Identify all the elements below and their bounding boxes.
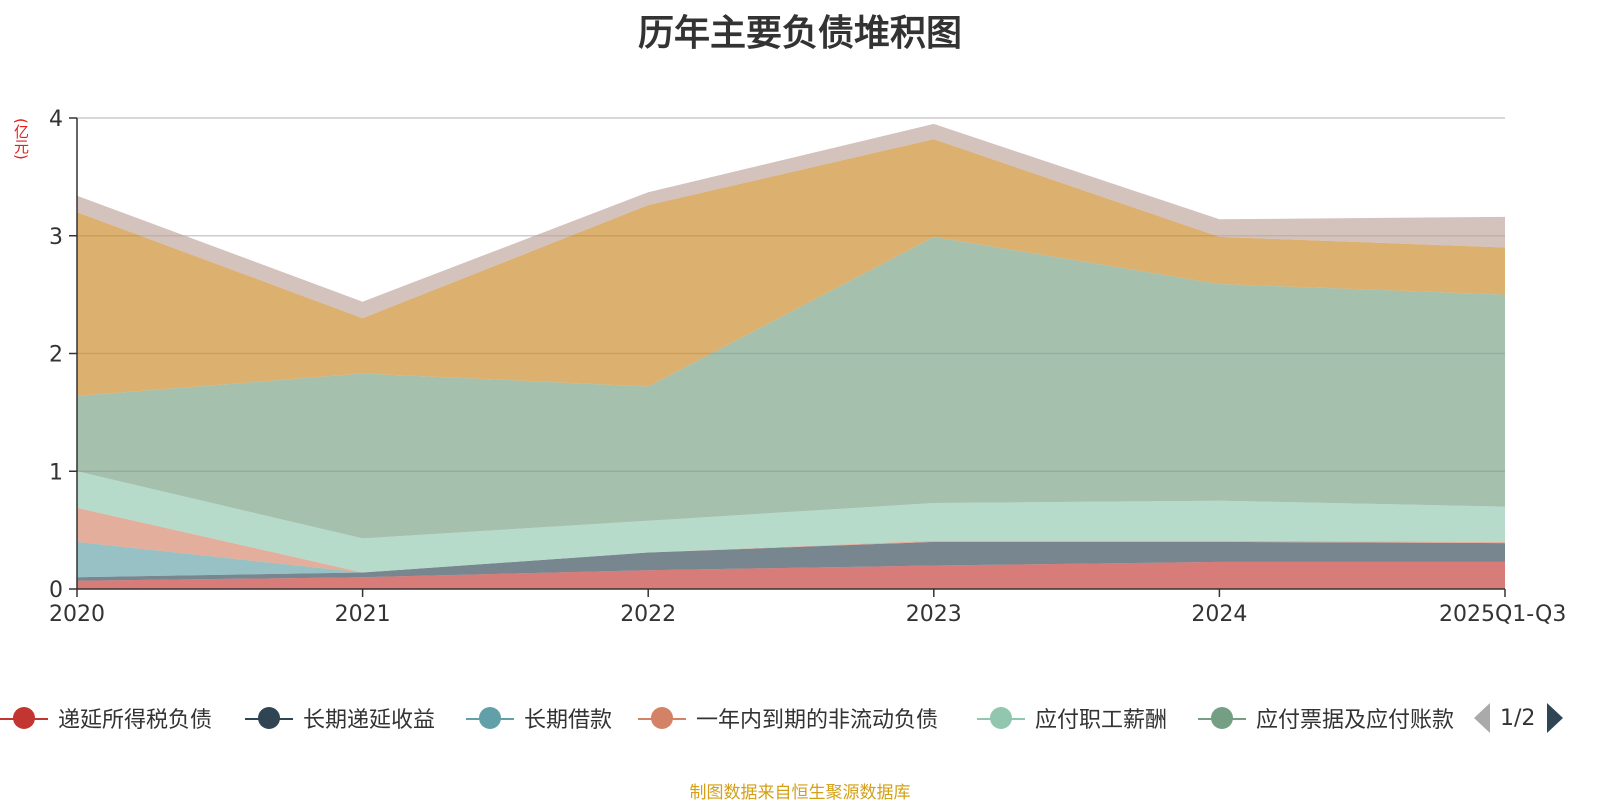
legend-marker-icon xyxy=(466,700,514,736)
legend-item[interactable]: 应付票据及应付账款 xyxy=(1198,700,1454,736)
legend-label: 长期递延收益 xyxy=(303,708,436,733)
series-area-7 xyxy=(77,139,1505,396)
series-area-2 xyxy=(77,541,1505,581)
data-source-note: 制图数据来自恒生聚源数据库 xyxy=(689,783,911,803)
x-tick-label: 2024 xyxy=(1191,602,1247,627)
series-area-3 xyxy=(77,541,1505,578)
legend-label: 应付票据及应付账款 xyxy=(1256,708,1455,733)
legend-next-page-icon[interactable] xyxy=(1547,703,1564,733)
legend-marker-icon xyxy=(0,700,48,736)
legend-item[interactable]: 一年内到期的非流动负债 xyxy=(638,700,938,736)
legend-items: 递延所得税负债 长期递延收益 长期借款 一年内到期的非流动负债 应付职工薪酬 应付票据及应… xyxy=(0,700,1478,736)
legend-marker-icon xyxy=(245,700,293,736)
x-tick-label: 2020 xyxy=(49,602,105,627)
series-area-8 xyxy=(77,123,1505,319)
y-tick-label: 3 xyxy=(49,225,63,250)
x-tick-label: 2025Q1-Q3 xyxy=(1439,602,1566,627)
legend-marker-icon xyxy=(1198,700,1246,736)
series-area-1 xyxy=(77,561,1505,589)
series-area-5 xyxy=(77,471,1505,573)
stacked-areas xyxy=(77,123,1505,589)
legend-marker-icon xyxy=(638,700,686,736)
series-area-6 xyxy=(77,236,1505,539)
x-tick-label: 2021 xyxy=(335,602,391,627)
legend-label: 长期借款 xyxy=(524,708,613,733)
legend-prev-page-icon[interactable] xyxy=(1474,703,1490,733)
axes: 0 1 2 3 4 2020 2021 2022 2023 2024 2025Q1-Q3 xyxy=(49,107,1566,627)
y-tick-label: 4 xyxy=(49,107,63,132)
chart-title: 历年主要负债堆积图 xyxy=(637,13,962,54)
legend-item[interactable]: 长期递延收益 xyxy=(245,700,435,736)
legend-pager: 1/2 xyxy=(1474,700,1564,736)
legend-label: 一年内到期的非流动负债 xyxy=(696,708,939,733)
x-tick-label: 2022 xyxy=(620,602,676,627)
legend-marker-icon xyxy=(977,700,1025,736)
y-tick-label: 0 xyxy=(49,578,63,603)
legend-item[interactable]: 长期借款 xyxy=(466,700,612,736)
legend-label: 应付职工薪酬 xyxy=(1035,708,1168,733)
y-tick-label: 1 xyxy=(49,460,63,485)
legend-item[interactable]: 应付职工薪酬 xyxy=(977,700,1167,736)
legend-label: 递延所得税负债 xyxy=(58,708,213,733)
y-axis-unit-label: (亿元) xyxy=(12,118,30,160)
legend-item[interactable]: 递延所得税负债 xyxy=(0,700,212,736)
legend: 递延所得税负债 长期递延收益 长期借款 一年内到期的非流动负债 应付职工薪酬 应付票据及应… xyxy=(0,700,1600,736)
x-tick-label: 2023 xyxy=(906,602,962,627)
legend-page-indicator: 1/2 xyxy=(1500,705,1536,731)
y-tick-label: 2 xyxy=(49,343,63,368)
